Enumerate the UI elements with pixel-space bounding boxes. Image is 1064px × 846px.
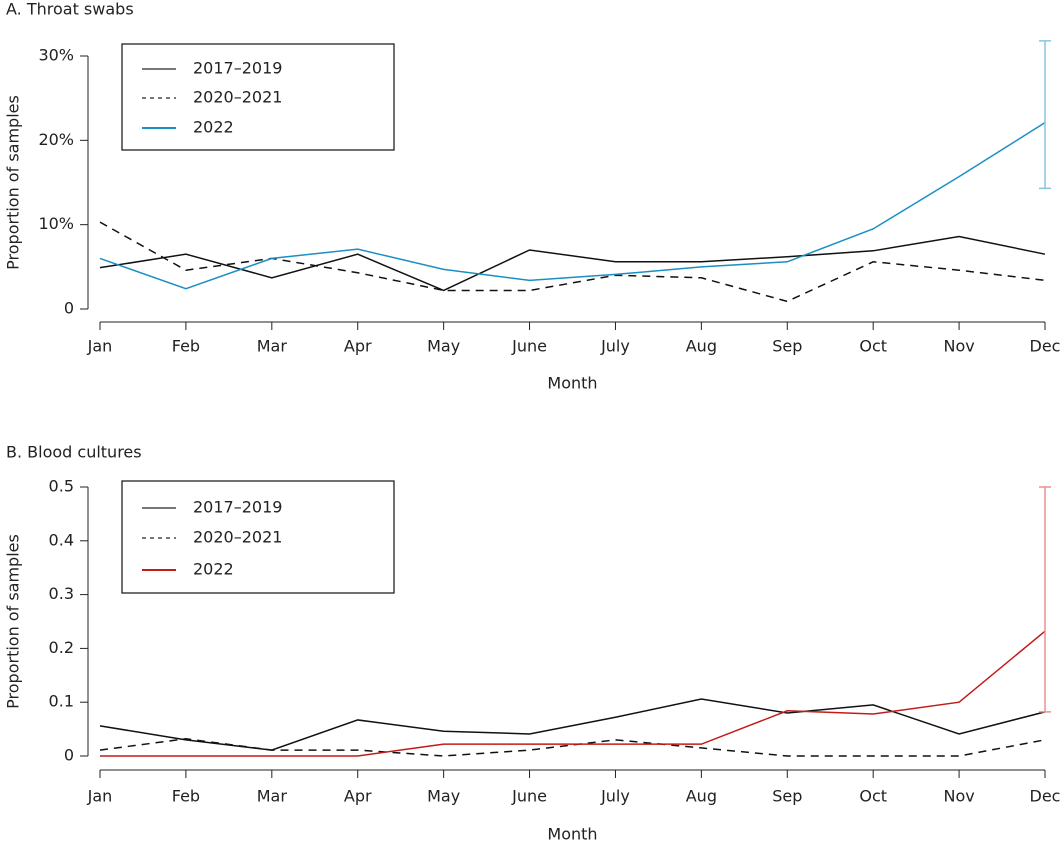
- legend-label: 2017–2019: [193, 498, 282, 517]
- x-tick-label: Dec: [1030, 337, 1061, 356]
- x-tick-label: June: [511, 337, 547, 356]
- x-tick-label: July: [600, 787, 630, 806]
- x-tick-label: Feb: [172, 787, 200, 806]
- x-tick-label: May: [427, 337, 460, 356]
- x-tick-label: Sep: [772, 787, 802, 806]
- x-tick-label: Jan: [87, 337, 113, 356]
- chart-title: A. Throat swabs: [6, 0, 134, 19]
- series-line: [99, 698, 1046, 751]
- x-tick-label: May: [427, 787, 460, 806]
- y-tick-label: 0.2: [49, 638, 74, 657]
- x-tick-label: Jan: [87, 787, 113, 806]
- legend-label: 2022: [193, 118, 234, 137]
- legend-label: 2022: [193, 560, 234, 579]
- legend-label: 2017–2019: [193, 59, 282, 78]
- x-tick-label: Mar: [257, 337, 288, 356]
- x-tick-label: Oct: [859, 337, 887, 356]
- error-bar: [1039, 486, 1051, 713]
- series-line: [100, 630, 1046, 757]
- x-tick-label: Aug: [686, 337, 717, 356]
- y-tick-label: 0.5: [49, 477, 74, 496]
- x-tick-label: June: [511, 787, 547, 806]
- series-line: [99, 121, 1046, 290]
- y-tick-label: 0.3: [49, 584, 74, 603]
- y-tick-label: 0.1: [49, 692, 74, 711]
- y-axis-label: Proportion of samples: [4, 95, 23, 270]
- series-line: [99, 738, 1046, 757]
- y-tick-label: 0: [64, 299, 74, 318]
- x-tick-label: Aug: [686, 787, 717, 806]
- x-tick-label: Feb: [172, 337, 200, 356]
- x-axis-label: Month: [547, 825, 597, 844]
- series-line: [99, 221, 1046, 303]
- y-tick-label: 0: [64, 746, 74, 765]
- legend-label: 2020–2021: [193, 88, 282, 107]
- error-bar: [1039, 40, 1051, 190]
- x-tick-label: Apr: [344, 337, 372, 356]
- series-line: [99, 235, 1046, 292]
- x-tick-label: Nov: [943, 337, 974, 356]
- chart-title: B. Blood cultures: [6, 443, 142, 462]
- y-tick-label: 10%: [38, 214, 74, 233]
- x-axis-label: Month: [547, 374, 597, 393]
- x-tick-label: Apr: [344, 787, 372, 806]
- x-tick-label: Oct: [859, 787, 887, 806]
- x-tick-label: Sep: [772, 337, 802, 356]
- legend-label: 2020–2021: [193, 528, 282, 547]
- y-axis-label: Proportion of samples: [4, 534, 23, 709]
- y-tick-label: 20%: [38, 130, 74, 149]
- x-tick-label: Mar: [257, 787, 288, 806]
- x-tick-label: Nov: [943, 787, 974, 806]
- y-tick-label: 30%: [38, 46, 74, 65]
- x-tick-label: July: [600, 337, 630, 356]
- y-tick-label: 0.4: [49, 530, 74, 549]
- x-tick-label: Dec: [1030, 787, 1061, 806]
